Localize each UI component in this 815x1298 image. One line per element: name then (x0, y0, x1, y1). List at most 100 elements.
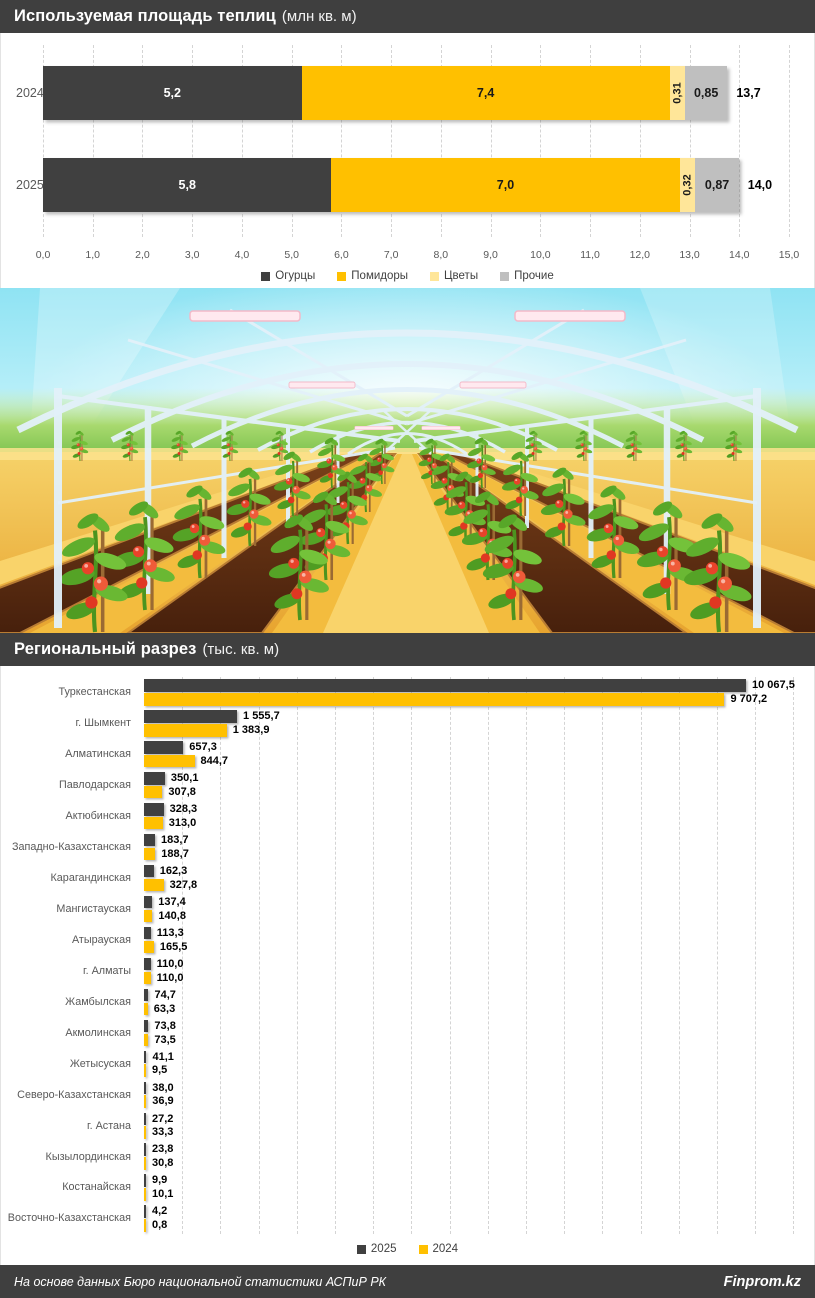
bar-2024 (144, 878, 164, 892)
axis-tick-label: 15,0 (778, 249, 800, 261)
bar-2025 (144, 1205, 146, 1218)
gridline (182, 677, 184, 1234)
axis-tick-label: 6,0 (334, 249, 349, 261)
greenhouse-illustration-section (0, 288, 815, 633)
gridline (789, 45, 790, 237)
region-label: Алматинская (65, 748, 131, 761)
segment-Прочие: 0,85 (685, 66, 728, 120)
segment-Огурцы: 5,2 (43, 66, 302, 120)
value-label-2024: 165,5 (159, 940, 188, 953)
axis-tick-label: 7,0 (383, 249, 399, 261)
gridline (739, 45, 741, 237)
value-label-2024: 33,3 (152, 1126, 174, 1139)
legend-item-Огурцы: Огурцы (261, 270, 315, 282)
axis-tick-label: 5,0 (284, 249, 299, 261)
region-row: Западно-Казахстанская 183,7 188,7 (1, 832, 794, 863)
value-label-2025: 113,3 (156, 926, 184, 939)
value-label-2024: 1 383,9 (232, 724, 270, 737)
segment-label: 0,32 (681, 174, 694, 196)
value-label-2024: 0,8 (152, 1219, 168, 1232)
legend-swatch (430, 271, 440, 281)
legend-item-Прочие: Прочие (500, 270, 554, 282)
chart1-header: Используемая площадь теплиц (млн кв. м) (0, 0, 815, 33)
segment-Помидоры: 7,4 (301, 66, 670, 120)
segment-label: 5,8 (178, 178, 196, 192)
bar-2025 (144, 710, 238, 723)
bar-2025 (144, 1143, 146, 1156)
region-row: Кызылординская 23,8 30,8 (1, 1141, 794, 1172)
bar-2025 (144, 679, 746, 692)
value-label-2025: 162,3 (159, 865, 188, 878)
region-label: Костанайская (62, 1181, 131, 1194)
bar-2025 (144, 865, 154, 878)
region-label: г. Шымкент (75, 717, 131, 730)
value-label-2024: 73,5 (154, 1033, 176, 1046)
legend-swatch (337, 271, 347, 281)
bar-2025 (144, 1081, 147, 1094)
region-label: Восточно-Казахстанская (7, 1212, 131, 1225)
category-label: 2025 (16, 178, 44, 192)
region-label: г. Алматы (82, 964, 131, 977)
stacked-bar: 5,2 7,4 0,31 0,85 (43, 66, 728, 120)
region-label: Акмолинская (65, 1026, 131, 1039)
corner-posts (54, 388, 761, 628)
gridline (755, 677, 757, 1234)
axis-tick-label: 3,0 (184, 249, 200, 261)
gridline (490, 45, 492, 237)
segment-label: 0,87 (704, 178, 730, 192)
legend-label: 2024 (432, 1243, 459, 1255)
bar-2025 (144, 895, 153, 909)
bar-2024 (144, 755, 195, 768)
segment-label: 5,2 (163, 86, 181, 100)
value-label-2025: 9,9 (152, 1174, 168, 1187)
value-label-2025: 38,0 (152, 1081, 174, 1094)
brand-logo: Finprom.kz (723, 1273, 801, 1290)
bar-2025 (144, 803, 164, 816)
region-row: Жетысуская 41,1 9,5 (1, 1048, 794, 1079)
gridline (220, 677, 222, 1234)
axis-tick-label: 4,0 (234, 249, 250, 261)
gridline (142, 45, 144, 237)
legend-label: Помидоры (351, 270, 409, 282)
value-label-2025: 41,1 (152, 1050, 174, 1063)
bar-2024 (144, 1157, 146, 1170)
greenhouse-illustration (0, 288, 815, 633)
value-label-2025: 4,2 (152, 1205, 168, 1218)
bar-row-2025: 2025 5,8 7,0 0,32 0,87 14,0 (16, 158, 789, 212)
gridline (793, 677, 795, 1234)
gridline (449, 677, 451, 1234)
legend-item-Помидоры: Помидоры (337, 270, 408, 282)
region-label: Актюбинская (65, 810, 131, 823)
bar-2025 (144, 926, 151, 940)
bar-row-2024: 2024 5,2 7,4 0,31 0,85 13,7 (16, 66, 789, 120)
region-row: г. Шымкент 1 555,7 1 383,9 (1, 708, 794, 739)
legend-swatch (356, 1244, 366, 1254)
chart2-header: Региональный разрез (тыс. кв. м) (0, 633, 815, 666)
region-row: Карагандинская 162,3 327,8 (1, 863, 794, 894)
value-label-2025: 10 067,5 (752, 679, 795, 692)
segment-label: 7,0 (496, 178, 515, 192)
value-label-2024: 10,1 (152, 1188, 174, 1201)
gridline (43, 45, 44, 237)
chart1-legend: Огурцы Помидоры Цветы Прочие (1, 270, 814, 282)
gridline (241, 45, 243, 237)
bar-2025 (144, 741, 184, 754)
value-label-2024: 307,8 (168, 786, 196, 798)
axis-tick-label: 8,0 (433, 249, 449, 261)
legend-label: Огурцы (275, 270, 316, 282)
bar-2024 (144, 1002, 148, 1015)
value-label-2025: 27,2 (152, 1112, 174, 1125)
bar-2024 (144, 940, 154, 954)
value-label-2024: 110,0 (156, 971, 184, 984)
gridline (391, 45, 393, 237)
axis-tick-label: 12,0 (629, 249, 651, 261)
chart1-axis: 0,0 1,0 2,0 3,0 4,0 5,0 6,0 7,0 8,0 9,0 10,0 11,0 12… (36, 249, 800, 264)
value-label-2025: 74,7 (154, 988, 176, 1001)
region-label: Карагандинская (50, 872, 131, 885)
chart1-plot: 2024 5,2 7,4 0,31 0,85 13,7 2025 5,8 7,0 0,32 0,87… (16, 45, 790, 237)
gridline (487, 677, 489, 1234)
bar-2024 (144, 1188, 146, 1201)
value-label-2024: 9,5 (152, 1064, 168, 1077)
bar-2024 (144, 971, 151, 985)
value-label-2025: 110,0 (156, 957, 184, 970)
